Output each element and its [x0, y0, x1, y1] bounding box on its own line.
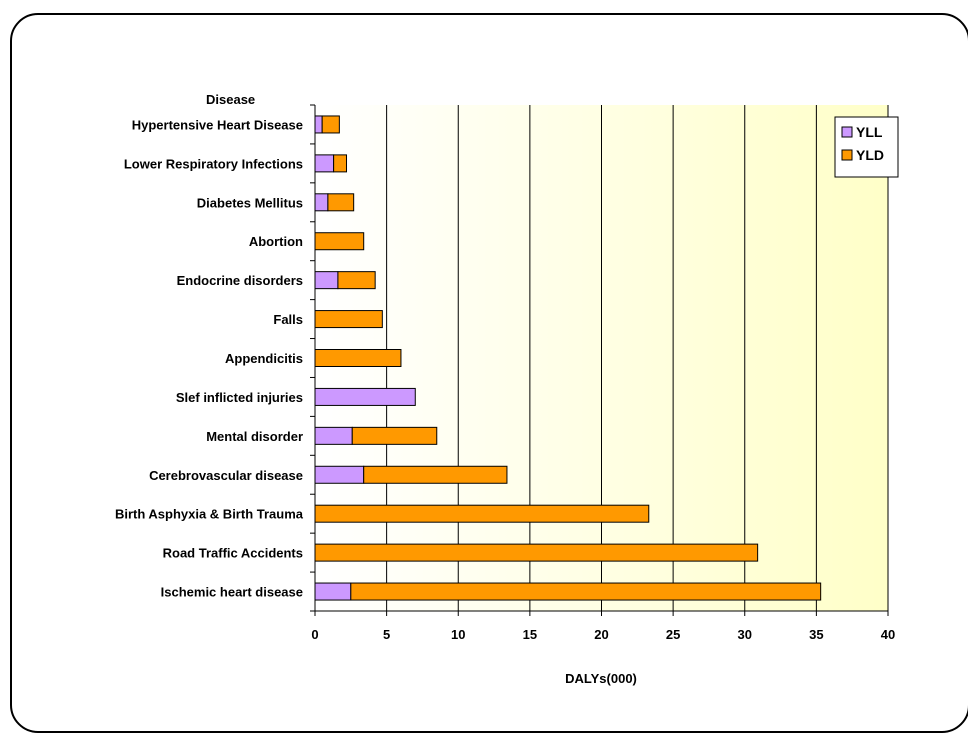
bar-yld — [350, 582, 822, 601]
legend-swatch-yll — [841, 126, 853, 138]
legend-label-yld: YLD — [856, 147, 884, 163]
bar-yll — [314, 115, 323, 134]
y-axis-title: Disease — [206, 92, 255, 107]
legend-swatch-yld — [841, 149, 853, 161]
bar-yll — [314, 387, 416, 406]
bar-yld — [327, 193, 355, 212]
x-tick-label: 40 — [881, 627, 895, 642]
x-tick-label: 20 — [594, 627, 608, 642]
x-tick-label: 10 — [451, 627, 465, 642]
category-labels: Hypertensive Heart Disease Lower Respirat… — [115, 117, 304, 599]
legend-label-yll: YLL — [856, 124, 883, 140]
bar-yld — [351, 426, 438, 445]
category-label: Cerebrovascular disease — [149, 468, 303, 483]
x-tick-label: 25 — [666, 627, 680, 642]
bar-yll — [314, 154, 335, 173]
x-tick-label: 5 — [383, 627, 390, 642]
category-label: Endocrine disorders — [177, 273, 303, 288]
category-label: Diabetes Mellitus — [197, 195, 303, 210]
bar-yld — [314, 543, 759, 562]
bar-yld — [314, 232, 365, 251]
category-label: Birth Asphyxia & Birth Trauma — [115, 507, 304, 522]
x-axis-title: DALYs(000) — [565, 671, 637, 686]
chart: Hypertensive Heart Disease Lower Respirat… — [115, 92, 899, 686]
bar-yll — [314, 193, 329, 212]
bar-yll — [314, 465, 365, 484]
x-tick-label: 30 — [738, 627, 752, 642]
x-tick-label: 0 — [311, 627, 318, 642]
bar-yld — [321, 115, 340, 134]
bar-yld — [314, 504, 650, 523]
category-label: Appendicitis — [225, 351, 303, 366]
category-label: Falls — [273, 312, 303, 327]
bar-yld — [337, 271, 376, 290]
category-label: Road Traffic Accidents — [163, 546, 303, 561]
bar-yld — [363, 465, 508, 484]
bar-yld — [314, 310, 383, 329]
category-label: Lower Respiratory Infections — [124, 156, 303, 171]
category-label: Ischemic heart disease — [161, 585, 303, 600]
category-label: Abortion — [249, 234, 303, 249]
bar-yld — [314, 349, 402, 367]
x-tick-label: 15 — [523, 627, 537, 642]
category-label: Slef inflicted injuries — [176, 390, 303, 405]
bar-yll — [314, 271, 339, 290]
x-tick-labels: 0 5 10 15 20 25 30 35 40 — [311, 627, 895, 642]
bar-yll — [314, 426, 353, 445]
bar-yld — [333, 154, 348, 173]
legend: YLL YLD — [834, 116, 899, 178]
axes — [310, 104, 889, 616]
category-label: Hypertensive Heart Disease — [132, 117, 303, 132]
bars — [314, 115, 822, 601]
x-tick-label: 35 — [809, 627, 823, 642]
category-label: Mental disorder — [206, 429, 303, 444]
bar-yll — [314, 582, 352, 601]
